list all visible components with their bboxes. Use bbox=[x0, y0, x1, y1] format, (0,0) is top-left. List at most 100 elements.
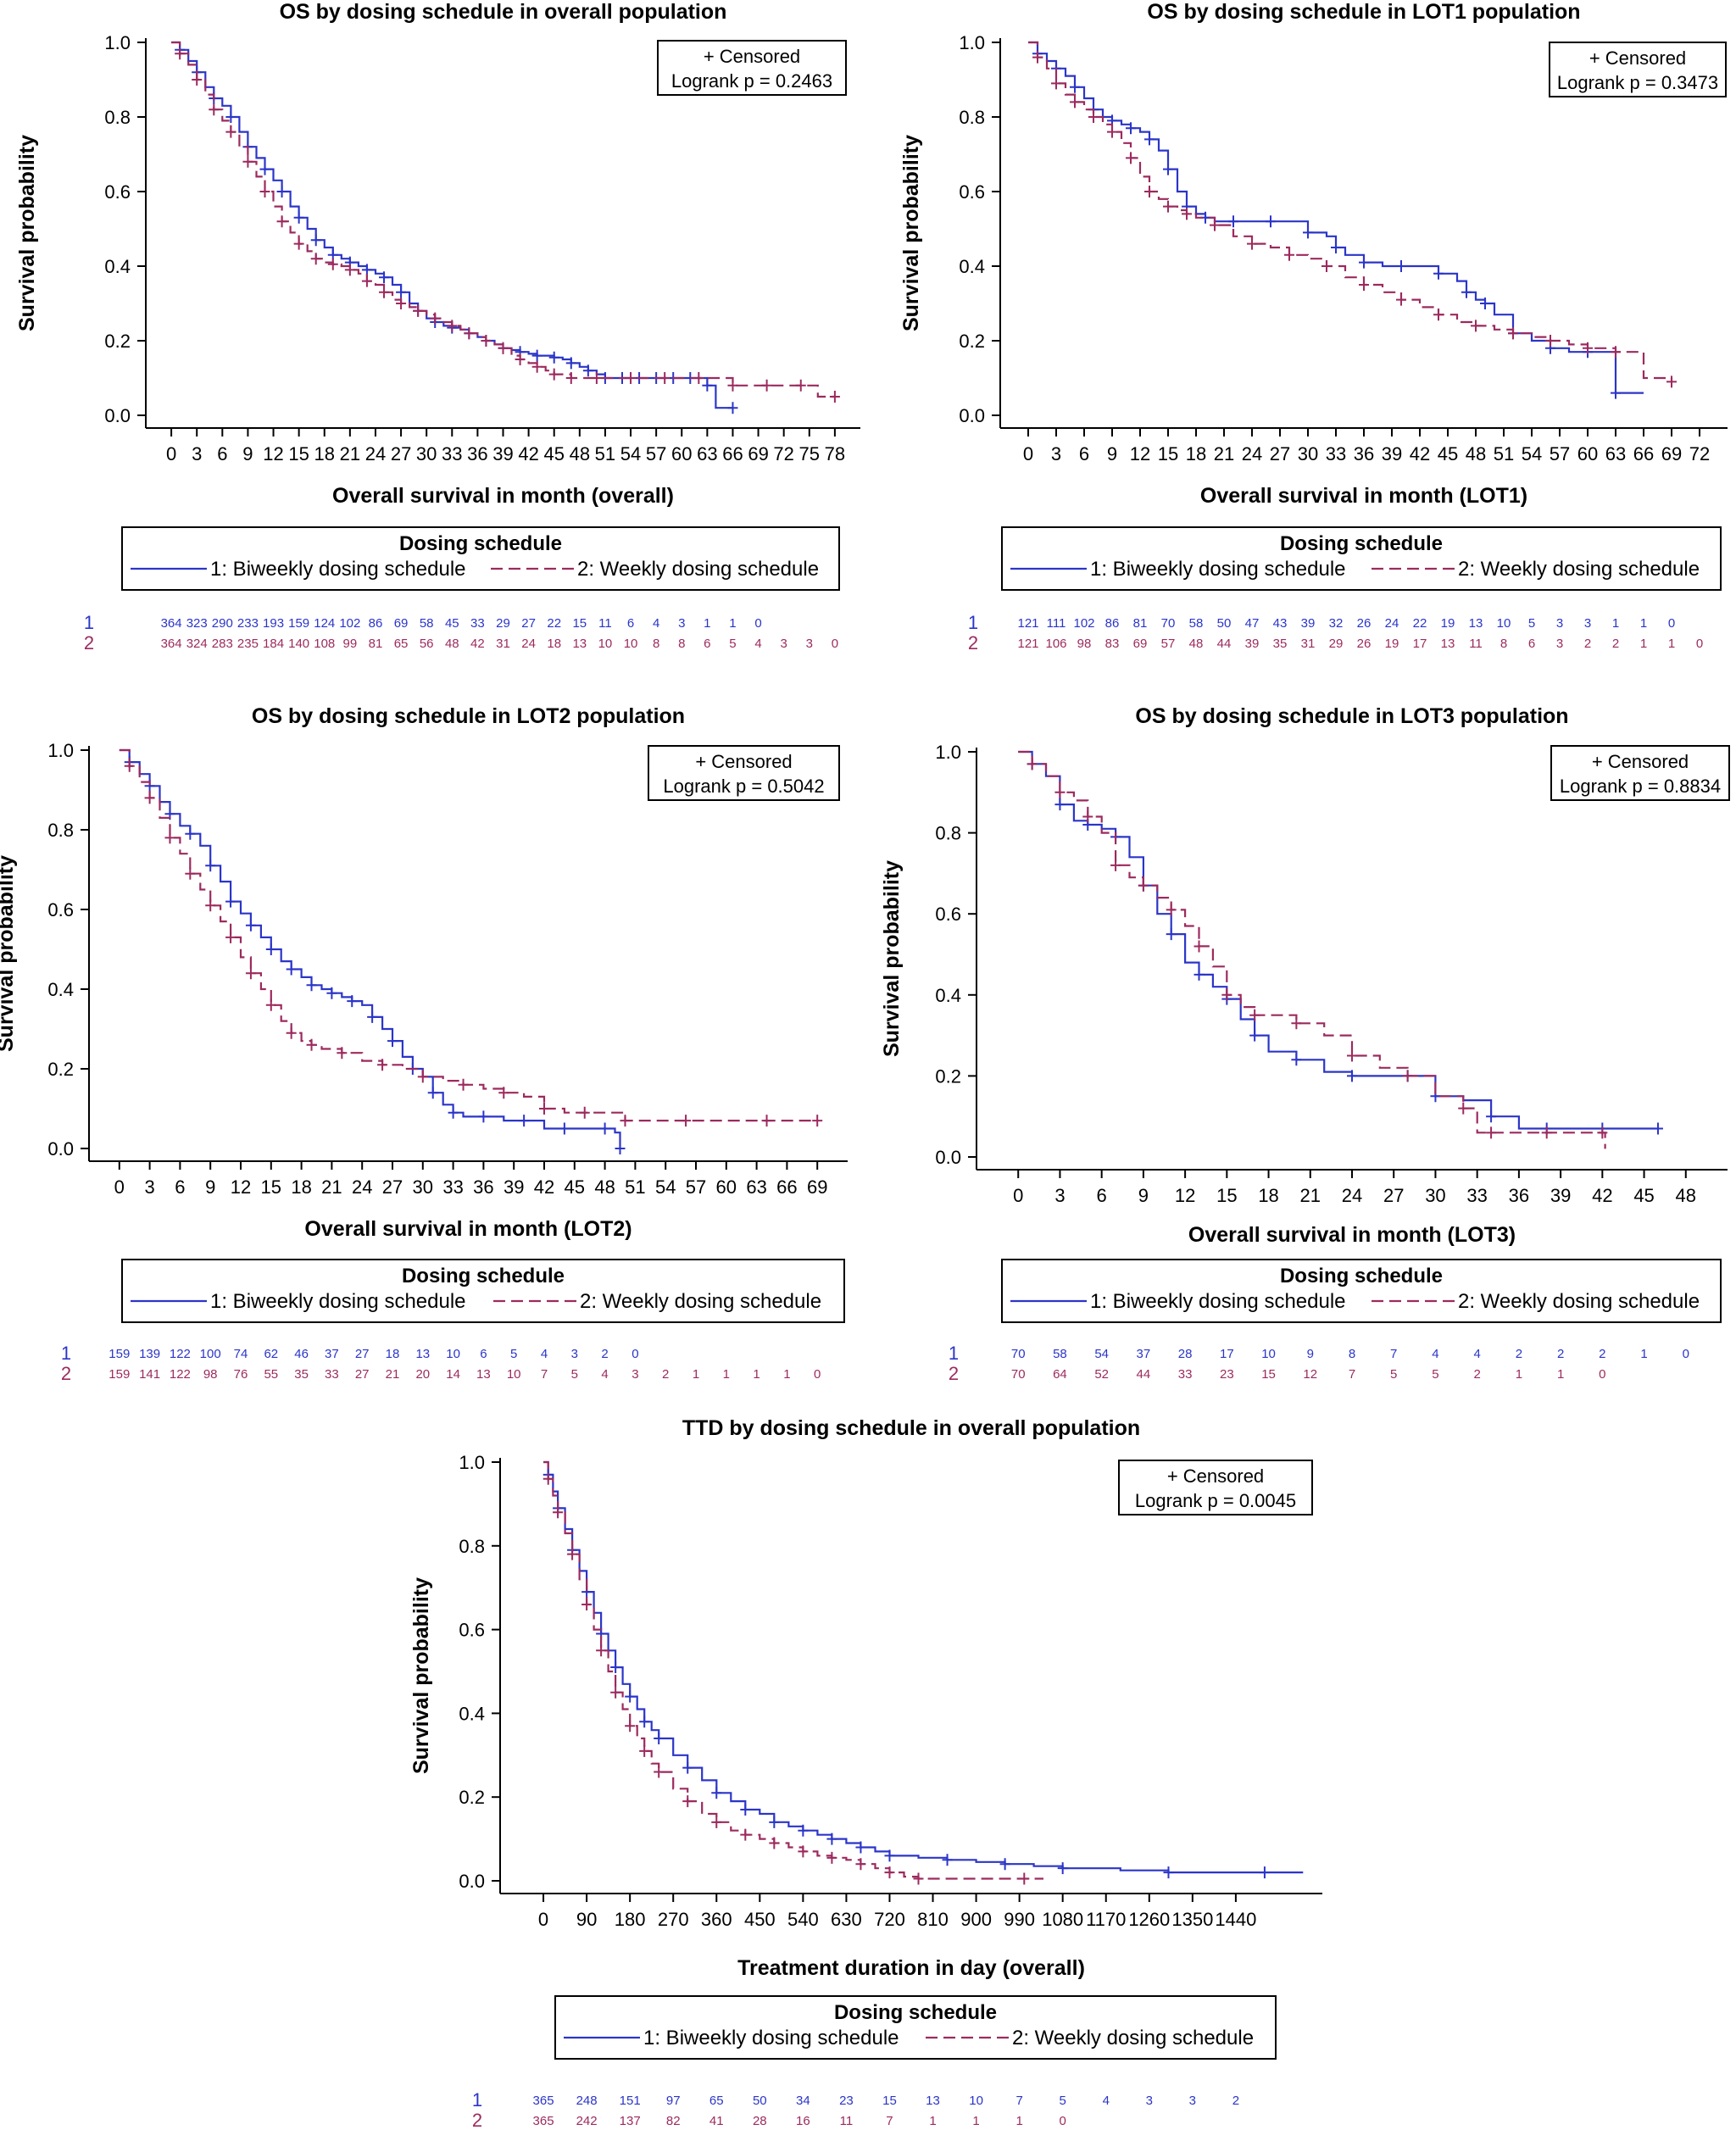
x-tick-label: 51 bbox=[625, 1176, 645, 1198]
risk-row-label: 1 bbox=[968, 612, 978, 633]
censor-mark bbox=[565, 372, 576, 384]
risk-count: 1 bbox=[972, 2114, 979, 2128]
censor-mark bbox=[826, 1832, 837, 1845]
risk-count: 3 bbox=[1189, 2094, 1196, 2108]
censor-mark bbox=[1458, 1102, 1469, 1115]
risk-count: 1 bbox=[1557, 1367, 1564, 1382]
risk-count: 3 bbox=[632, 1367, 638, 1382]
censor-mark bbox=[1194, 940, 1205, 953]
x-tick-label: 63 bbox=[746, 1176, 766, 1198]
y-tick-label: 0.6 bbox=[459, 1620, 485, 1641]
x-tick-label: 0 bbox=[538, 1909, 548, 1930]
risk-count: 3 bbox=[571, 1347, 578, 1361]
censor-mark bbox=[942, 1854, 953, 1866]
x-tick-label: 78 bbox=[825, 443, 845, 464]
legend: Dosing schedule 1: Biweekly dosing schedu… bbox=[121, 1259, 845, 1323]
censor-mark bbox=[458, 1078, 469, 1091]
risk-row-label: 1 bbox=[84, 612, 94, 633]
x-tick-label: 60 bbox=[1577, 443, 1598, 464]
x-tick-label: 39 bbox=[1382, 443, 1402, 464]
censor-mark bbox=[1054, 786, 1066, 798]
y-tick-label: 0.6 bbox=[959, 181, 985, 203]
censor-mark bbox=[1144, 133, 1155, 146]
risk-count: 56 bbox=[420, 637, 434, 651]
risk-count: 3 bbox=[1584, 616, 1591, 631]
logrank-p-value: Logrank p = 0.3473 bbox=[1557, 72, 1718, 93]
logrank-p-value: Logrank p = 0.2463 bbox=[671, 70, 832, 92]
x-axis-label: Treatment duration in day (overall) bbox=[737, 1956, 1085, 1980]
x-tick-label: 33 bbox=[1326, 443, 1346, 464]
chart-panel-1: OS by dosing schedule in overall populat… bbox=[15, 0, 860, 653]
risk-count: 24 bbox=[1385, 616, 1399, 631]
logrank-box-frame bbox=[1550, 745, 1730, 801]
risk-count: 42 bbox=[470, 637, 485, 651]
x-tick-label: 6 bbox=[175, 1176, 185, 1198]
risk-count: 83 bbox=[1105, 637, 1120, 651]
risk-table: 1 121 111 102 86 81 70 58 50 47 43 39 32 26 24 22 19 13 10… bbox=[968, 612, 1703, 653]
risk-count: 24 bbox=[521, 637, 536, 651]
censor-mark bbox=[464, 327, 475, 340]
risk-count: 2 bbox=[1599, 1347, 1605, 1361]
logrank-box: + Censored Logrank p = 0.8834 bbox=[1550, 745, 1730, 801]
censor-mark bbox=[185, 827, 196, 840]
x-tick-label: 45 bbox=[1438, 443, 1458, 464]
x-tick-label: 45 bbox=[1633, 1185, 1654, 1206]
censor-mark bbox=[1126, 152, 1136, 164]
risk-count: 1 bbox=[929, 2114, 936, 2128]
risk-count: 324 bbox=[186, 637, 208, 651]
x-tick-label: 42 bbox=[1592, 1185, 1612, 1206]
logrank-box: + Censored Logrank p = 0.0045 bbox=[1118, 1460, 1313, 1515]
risk-count: 108 bbox=[314, 637, 335, 651]
risk-row-label: 1 bbox=[61, 1343, 71, 1364]
risk-count: 1 bbox=[1015, 2114, 1022, 2128]
risk-count: 13 bbox=[415, 1347, 430, 1361]
series-line-weekly bbox=[1028, 41, 1673, 382]
censor-mark bbox=[639, 1716, 650, 1728]
censor-mark bbox=[654, 1766, 665, 1778]
censor-mark bbox=[542, 1472, 554, 1485]
censor-mark bbox=[1396, 293, 1406, 306]
censor-mark bbox=[727, 379, 738, 392]
censor-mark bbox=[413, 304, 424, 317]
risk-count: 159 bbox=[288, 616, 309, 631]
series-line-biweekly bbox=[543, 1460, 1304, 1874]
censor-mark bbox=[326, 987, 337, 999]
x-tick-label: 60 bbox=[716, 1176, 737, 1198]
risk-count: 6 bbox=[1528, 637, 1535, 651]
legend-entry-biweekly: 1: Biweekly dosing schedule bbox=[1090, 558, 1346, 581]
x-tick-label: 6 bbox=[1097, 1185, 1107, 1206]
censor-mark bbox=[1210, 219, 1220, 231]
risk-count: 365 bbox=[533, 2094, 554, 2108]
risk-count: 13 bbox=[1469, 616, 1483, 631]
x-tick-label: 27 bbox=[382, 1176, 403, 1198]
risk-count: 82 bbox=[666, 2114, 681, 2128]
x-tick-label: 9 bbox=[1107, 443, 1117, 464]
censor-mark bbox=[327, 258, 338, 270]
x-tick-label: 33 bbox=[1466, 1185, 1487, 1206]
logrank-box-frame bbox=[657, 40, 847, 96]
censor-mark bbox=[1611, 346, 1621, 359]
censor-mark bbox=[1082, 810, 1093, 823]
censor-mark bbox=[610, 1661, 621, 1674]
y-tick-label: 0.4 bbox=[935, 985, 961, 1006]
risk-count: 76 bbox=[234, 1367, 248, 1382]
logrank-p-value: Logrank p = 0.8834 bbox=[1560, 776, 1721, 797]
logrank-box: + Censored Logrank p = 0.5042 bbox=[648, 745, 840, 801]
censor-mark bbox=[1228, 215, 1238, 228]
censor-mark bbox=[1284, 248, 1294, 261]
risk-count: 1 bbox=[1640, 616, 1647, 631]
x-tick-label: 39 bbox=[1550, 1185, 1571, 1206]
risk-count: 48 bbox=[445, 637, 459, 651]
legend-entry-weekly: 2: Weekly dosing schedule bbox=[1458, 558, 1700, 581]
risk-count: 31 bbox=[496, 637, 510, 651]
risk-count: 50 bbox=[753, 2094, 767, 2108]
x-tick-label: 48 bbox=[570, 443, 590, 464]
risk-count: 0 bbox=[754, 616, 761, 631]
risk-count: 11 bbox=[840, 2114, 854, 2128]
risk-count: 33 bbox=[325, 1367, 339, 1382]
x-tick-label: 48 bbox=[1676, 1185, 1696, 1206]
x-tick-label: 990 bbox=[1004, 1909, 1035, 1930]
risk-table: 1 70 58 54 37 28 17 10 9 8 7 4 4 2 2 2 1 02 70 64 52 44 33 23 15… bbox=[949, 1343, 1689, 1384]
risk-count: 1 bbox=[753, 1367, 760, 1382]
censor-mark bbox=[515, 353, 526, 365]
